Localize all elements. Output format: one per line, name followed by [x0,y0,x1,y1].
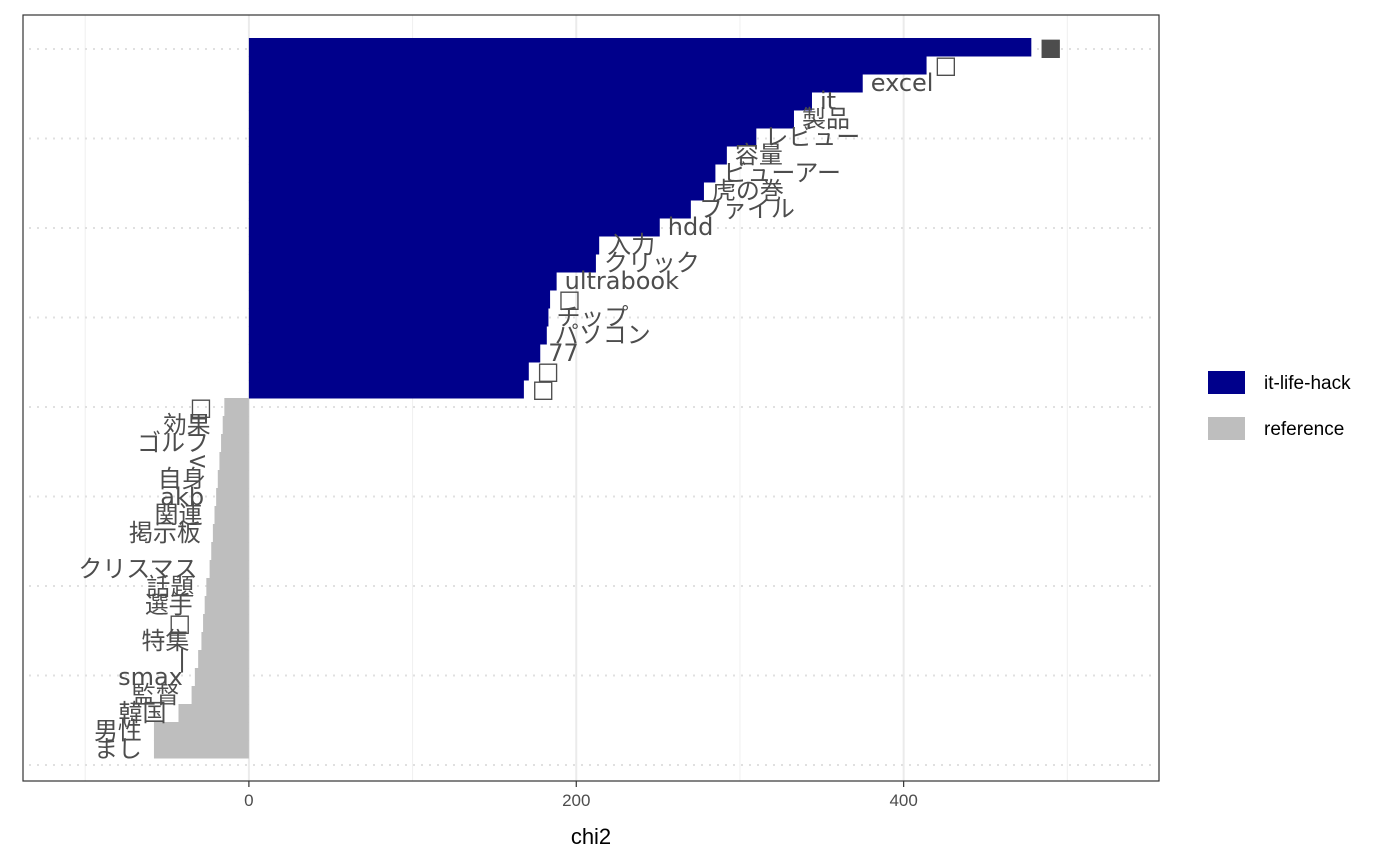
bar-label: □ [168,609,191,637]
bar-label: < [187,447,207,475]
bar [224,398,249,417]
bar [248,200,691,219]
bar [248,92,812,111]
bar-label: ファイル [699,195,795,223]
bar-label: it [820,87,836,115]
bar [248,38,1032,57]
bar-label: □ [532,375,555,403]
bar [248,290,551,309]
bar [194,668,249,687]
bar [216,488,249,507]
bar [153,740,249,759]
bar [222,416,249,435]
bar-label: パソコン [555,321,651,349]
bar-label: akb [160,483,204,511]
bar [191,686,249,705]
bar [203,614,249,633]
bars-layer [153,38,1032,759]
bar-label: 容量 [735,141,783,169]
x-tick-label: 400 [889,791,917,810]
bar [248,236,600,255]
bar-label: 話題 [146,573,194,601]
bar-label: 虎の巻 [712,177,784,205]
bar-label: クリック [604,249,700,277]
bar-label: 入力 [607,231,655,259]
legend-label: it-life-hack [1264,373,1351,394]
bar [214,506,249,525]
bar-label: まし [94,735,142,763]
x-axis-title: chi2 [571,824,611,849]
bar [221,434,249,453]
bar [248,380,524,399]
bar-label: hdd [668,213,714,241]
bar [198,650,249,669]
bar [212,524,249,543]
bar [248,362,529,381]
bar [248,56,927,75]
bar-labels-layer: ■□excelit製品レビュー容量ビューアー虎の巻ファイルhdd入力クリックul… [78,33,1062,763]
bar [248,146,727,165]
bar [209,560,249,579]
bar-label: □ [935,51,958,79]
bar-label: 製品 [802,105,850,133]
bar [248,110,794,129]
bar-label: □ [190,393,213,421]
bar-label: レビュー [764,123,860,151]
bar [248,344,541,363]
bar-label: 男性 [94,717,142,745]
bar [201,632,249,651]
bar-label: クリスマス [78,555,197,583]
bar [204,596,249,615]
bar-label: ultrabook [565,267,679,295]
bar [248,272,557,291]
bar [248,74,863,93]
bar [248,326,547,345]
bar-label: ゴルフ [137,429,209,457]
bar-label: 自身 [158,465,206,493]
bar [248,164,716,183]
legend-key [1208,371,1245,394]
panel-border [22,14,1160,782]
bar-label: excel [871,69,934,97]
bar-label: 掲示板 [129,519,201,547]
bar [211,542,249,561]
x-axis-ticks: 0 200 400 [244,781,918,810]
bar-label: チップ [556,303,628,331]
bar-label: □ [558,285,581,313]
bar [248,308,549,327]
bar [153,722,249,741]
bar-label: □ [537,357,560,385]
bar-label: 関連 [155,501,203,529]
bar-label: ビューアー [723,159,841,187]
bar-label: 効果 [163,411,211,439]
legend-key [1208,417,1245,440]
bar-label: ■ [1039,33,1062,61]
bar [178,704,249,723]
bar-label: smax [118,663,183,691]
bar [206,578,249,597]
bar [248,218,660,237]
bar-label: 77 [548,339,579,367]
x-tick-label: 200 [562,791,590,810]
bar [219,452,249,471]
bar-label: 監督 [132,681,180,709]
bar [248,182,704,201]
bar [248,128,757,147]
bar-label: 特集 [141,627,189,655]
legend: it-life-hack reference [1208,371,1351,440]
bar-label: 韓国 [119,699,167,727]
bar-label: | [178,645,186,673]
bar [248,254,596,273]
bar-label: 選手 [145,591,193,619]
bar [217,470,249,489]
x-tick-label: 0 [244,791,253,810]
legend-label: reference [1264,419,1344,440]
